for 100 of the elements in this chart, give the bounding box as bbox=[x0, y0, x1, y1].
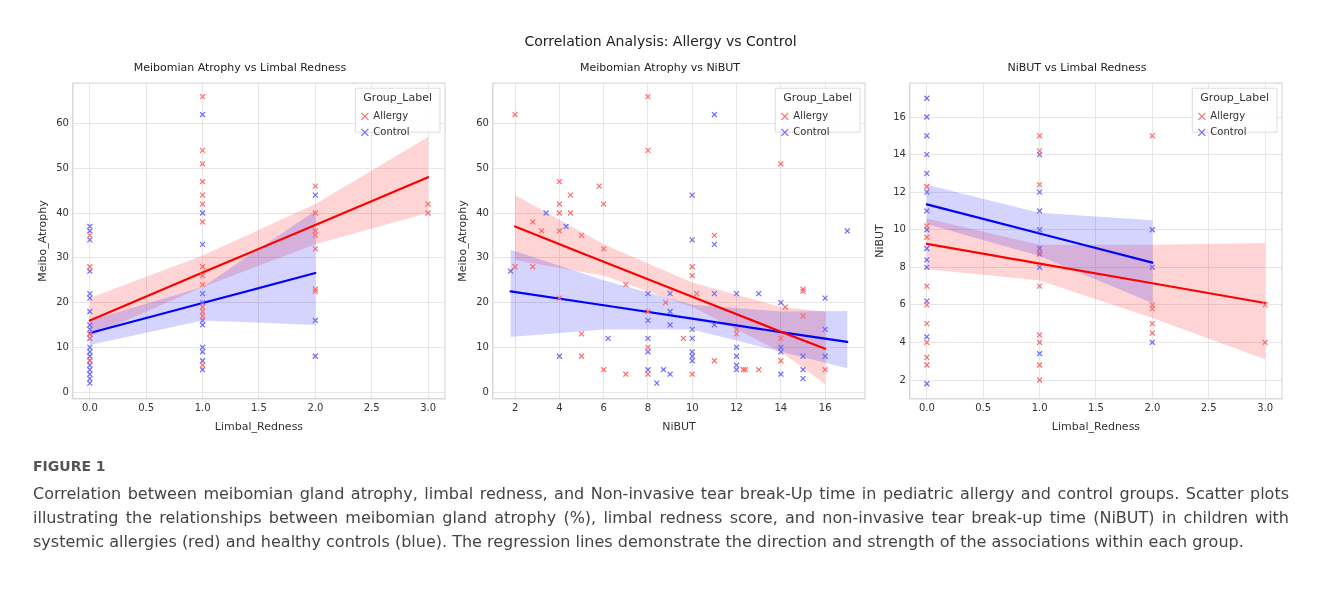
point bbox=[923, 183, 930, 190]
chart-title: Meibomian Atrophy vs Limbal Redness bbox=[133, 61, 347, 75]
caption: FIGURE 1 bbox=[33, 458, 107, 474]
point bbox=[1036, 226, 1043, 233]
point bbox=[199, 362, 206, 369]
legend-label: Control bbox=[1210, 125, 1247, 137]
point bbox=[644, 93, 652, 100]
point bbox=[562, 223, 570, 230]
point bbox=[644, 308, 652, 315]
point bbox=[86, 321, 93, 329]
point bbox=[199, 200, 206, 208]
point bbox=[1036, 264, 1043, 271]
y-tick-label: 40 bbox=[56, 206, 69, 218]
point bbox=[86, 232, 93, 239]
point bbox=[689, 192, 696, 199]
point bbox=[199, 263, 206, 270]
point bbox=[689, 326, 696, 333]
point bbox=[199, 366, 206, 373]
point bbox=[312, 209, 319, 217]
y-tick-label: 20 bbox=[476, 296, 489, 308]
point bbox=[1149, 339, 1156, 346]
text: Correlation Analysis: Allergy vs Control bbox=[523, 33, 798, 49]
point bbox=[777, 357, 784, 364]
x-tick-label: 2 bbox=[511, 402, 519, 414]
point bbox=[512, 111, 519, 118]
chart-title: Meibomian Atrophy vs NiBUT bbox=[580, 61, 741, 75]
x-tick-label: 0.0 bbox=[918, 402, 935, 414]
point bbox=[777, 335, 784, 342]
point bbox=[312, 245, 319, 252]
point bbox=[733, 353, 740, 360]
point bbox=[199, 160, 206, 167]
y-tick-label: 10 bbox=[476, 340, 489, 352]
point bbox=[1036, 283, 1043, 290]
point bbox=[556, 200, 563, 208]
point bbox=[923, 151, 930, 158]
text: Correlation between meibomian gland atrophy, limbal redness, and Non-invasive tear break-Up time in pediatric allergy and control groups. Scatter plots illustrating the relationships between meibomian gland atrophy (%), limbal redness score, and non-invasive tear break-up time (NiBUT) in children with systemic allergies (red) and healthy controls (blue). The regression lines demonstrate the direction and strength of the associations within each group. bbox=[33, 483, 1289, 553]
x-tick-label: 14 bbox=[774, 402, 788, 414]
legend-label: Allergy bbox=[373, 109, 409, 121]
point bbox=[199, 241, 206, 248]
legend-label: Allergy bbox=[1210, 109, 1246, 121]
x-tick-label: 0.0 bbox=[81, 402, 98, 414]
point bbox=[578, 232, 585, 239]
point bbox=[556, 353, 563, 360]
point bbox=[199, 348, 206, 355]
x-tick-label: 0.5 bbox=[975, 402, 992, 414]
point bbox=[644, 147, 652, 154]
point bbox=[86, 263, 93, 270]
point bbox=[644, 317, 652, 324]
y-tick-label: 14 bbox=[893, 148, 906, 160]
point bbox=[711, 357, 718, 364]
point bbox=[199, 344, 206, 351]
point bbox=[567, 192, 574, 199]
y-tick-label: 50 bbox=[56, 161, 69, 173]
legend-title: Group_Label bbox=[1200, 90, 1269, 104]
y-tick-label: 10 bbox=[56, 340, 69, 352]
point bbox=[556, 209, 563, 217]
point bbox=[199, 303, 206, 311]
y-tick-label: 50 bbox=[476, 161, 489, 173]
point bbox=[312, 317, 319, 324]
point bbox=[923, 339, 930, 346]
y-tick-label: 60 bbox=[476, 117, 489, 129]
x-tick-label: 3.0 bbox=[420, 402, 437, 414]
point bbox=[512, 263, 519, 270]
point bbox=[923, 283, 930, 290]
point bbox=[199, 209, 206, 217]
point bbox=[733, 344, 740, 351]
point bbox=[199, 178, 206, 185]
point bbox=[556, 227, 563, 234]
point bbox=[312, 183, 319, 190]
point bbox=[86, 227, 93, 234]
point bbox=[1036, 207, 1043, 215]
point bbox=[689, 236, 696, 243]
point bbox=[1036, 350, 1043, 357]
x-axis-title: Limbal_Redness bbox=[214, 420, 304, 434]
y-axis-title: Meibo_Atrophy bbox=[456, 199, 470, 282]
point bbox=[822, 366, 829, 373]
point bbox=[799, 375, 807, 382]
point bbox=[923, 222, 930, 230]
y-tick-label: 16 bbox=[893, 110, 906, 122]
point bbox=[799, 353, 807, 360]
point bbox=[199, 272, 206, 279]
x-tick-label: 2.0 bbox=[1144, 402, 1161, 414]
y-tick-label: 12 bbox=[893, 185, 906, 197]
x-tick-label: 12 bbox=[730, 402, 743, 414]
point bbox=[755, 290, 762, 297]
x-tick-label: 1.5 bbox=[251, 402, 267, 414]
point bbox=[923, 113, 930, 121]
point bbox=[199, 312, 206, 320]
x-tick-label: 2.5 bbox=[363, 402, 380, 414]
y-tick-label: 10 bbox=[893, 223, 906, 235]
legend-title: Group_Label bbox=[363, 90, 432, 104]
x-tick-label: 1.5 bbox=[1088, 402, 1104, 414]
point bbox=[923, 245, 930, 252]
point bbox=[644, 366, 652, 373]
y-tick-label: 2 bbox=[899, 373, 906, 385]
legend-label: Control bbox=[793, 125, 830, 137]
point bbox=[1149, 132, 1156, 139]
y-tick-label: 8 bbox=[899, 260, 906, 272]
y-tick-label: 6 bbox=[899, 298, 906, 310]
point bbox=[199, 218, 206, 226]
